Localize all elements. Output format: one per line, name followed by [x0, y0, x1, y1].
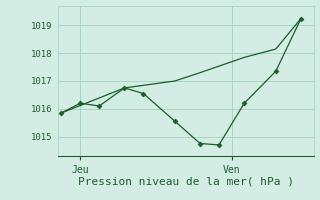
X-axis label: Pression niveau de la mer( hPa ): Pression niveau de la mer( hPa ) — [77, 176, 294, 186]
